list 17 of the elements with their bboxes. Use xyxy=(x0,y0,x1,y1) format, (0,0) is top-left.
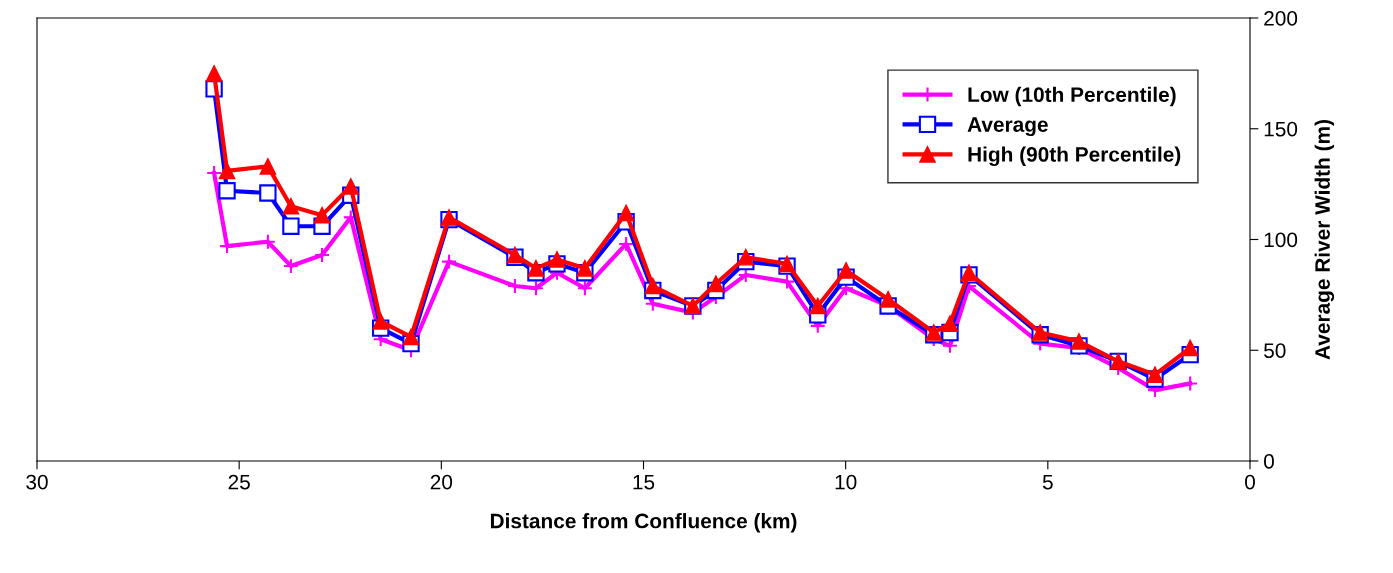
legend-label: High (90th Percentile) xyxy=(968,146,1181,167)
x-tick-label: 10 xyxy=(835,474,857,490)
y-tick-label: 100 xyxy=(1264,232,1298,248)
y-tick-label: 200 xyxy=(1264,11,1298,26)
y-tick-label: 0 xyxy=(1264,454,1274,469)
legend-label: Low (10th Percentile) xyxy=(968,86,1176,107)
x-tick-label: 20 xyxy=(430,474,453,490)
x-axis-title: Distance from Confluence (km) xyxy=(490,513,797,533)
legend-label: Average xyxy=(967,117,1048,137)
x-tick-label: 25 xyxy=(228,474,250,490)
x-tick-label: 5 xyxy=(1042,474,1053,490)
x-tick-label: 15 xyxy=(633,474,655,490)
y-tick-label: 50 xyxy=(1264,343,1286,358)
y-tick-label: 150 xyxy=(1264,121,1298,137)
x-tick-label: 30 xyxy=(26,474,48,490)
x-tick-label: 0 xyxy=(1245,474,1255,490)
y-axis-title: Average River Width (m) xyxy=(1314,120,1335,360)
